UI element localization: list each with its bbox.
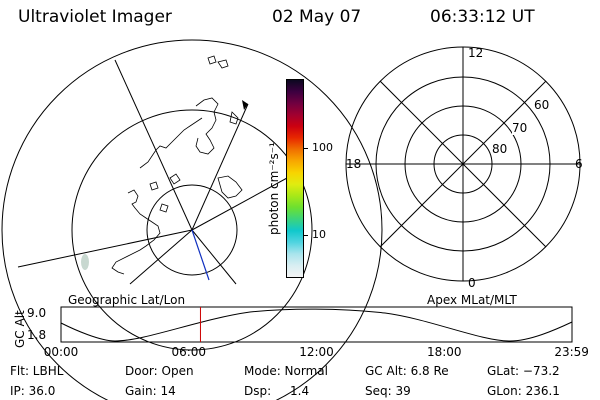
altitude-plot-frame <box>60 306 573 343</box>
mlt-label-0: 0 <box>468 276 476 290</box>
door-info: Door: Open <box>125 364 194 378</box>
colorbar-tick-label: 100 <box>312 141 333 154</box>
geo-lon-line <box>191 171 299 231</box>
time-label: 06:33:12 UT <box>430 7 535 27</box>
altitude-xtick-label: 06:00 <box>171 345 207 359</box>
satellite-track <box>191 229 210 281</box>
geo-lon-line <box>114 59 193 231</box>
gc-alt-info: GC Alt: 6.8 Re <box>365 364 449 378</box>
colorbar-tick-mark <box>304 235 308 236</box>
mlt-label-18: 18 <box>346 157 362 171</box>
geographic-panel-label: Geographic Lat/Lon <box>68 293 186 307</box>
mlt-line-diag <box>379 80 547 248</box>
altitude-curve <box>60 308 573 342</box>
colorbar-tick-label: 10 <box>312 228 326 241</box>
altitude-xtick-label: 12:00 <box>299 345 334 359</box>
glat-info: GLat: −73.2 <box>487 364 560 378</box>
colorbar <box>286 79 304 278</box>
dsp-value: 1.4 <box>290 384 310 398</box>
glon-info: GLon: 236.1 <box>487 384 560 398</box>
mlt-label-12: 12 <box>468 46 484 60</box>
auroral-patch <box>81 254 89 270</box>
altitude-xtick-label: 18:00 <box>426 345 462 359</box>
direction-arrow-icon <box>242 100 248 110</box>
colorbar-tick-mark <box>304 148 308 149</box>
mlt-label-6: 6 <box>575 157 583 171</box>
filter-info: Flt: LBHL <box>10 364 64 378</box>
colorbar-gradient <box>287 80 303 277</box>
geo-lon-line <box>191 229 237 285</box>
mlat-label-70: 70 <box>512 121 528 135</box>
altitude-xtick-label: 00:00 <box>43 345 79 359</box>
geo-lat-circle-middle <box>71 109 313 351</box>
geo-lon-line <box>191 103 249 231</box>
altitude-xtick-label: 23:59 <box>554 345 589 359</box>
geo-lat-circle-inner <box>146 184 238 276</box>
geo-lon-line <box>129 229 193 285</box>
coastline-outline <box>111 55 243 275</box>
date-label: 02 May 07 <box>272 7 362 27</box>
geo-lon-line <box>17 229 193 268</box>
altitude-ytick-min: 1.8 <box>27 328 47 342</box>
mlat-label-80: 80 <box>492 142 508 156</box>
dsp-info: Dsp: <box>244 384 272 398</box>
instrument-title: Ultraviolet Imager <box>18 7 172 27</box>
mlat-label-60: 60 <box>534 98 550 112</box>
geo-lat-circle-outer <box>1 39 383 400</box>
seq-info: Seq: 39 <box>365 384 411 398</box>
altitude-ytick-max: 9.0 <box>27 306 47 320</box>
mode-info: Mode: Normal <box>244 364 328 378</box>
gain-info: Gain: 14 <box>125 384 176 398</box>
ip-info: IP: 36.0 <box>10 384 56 398</box>
apex-panel-label: Apex MLat/MLT <box>427 293 517 307</box>
